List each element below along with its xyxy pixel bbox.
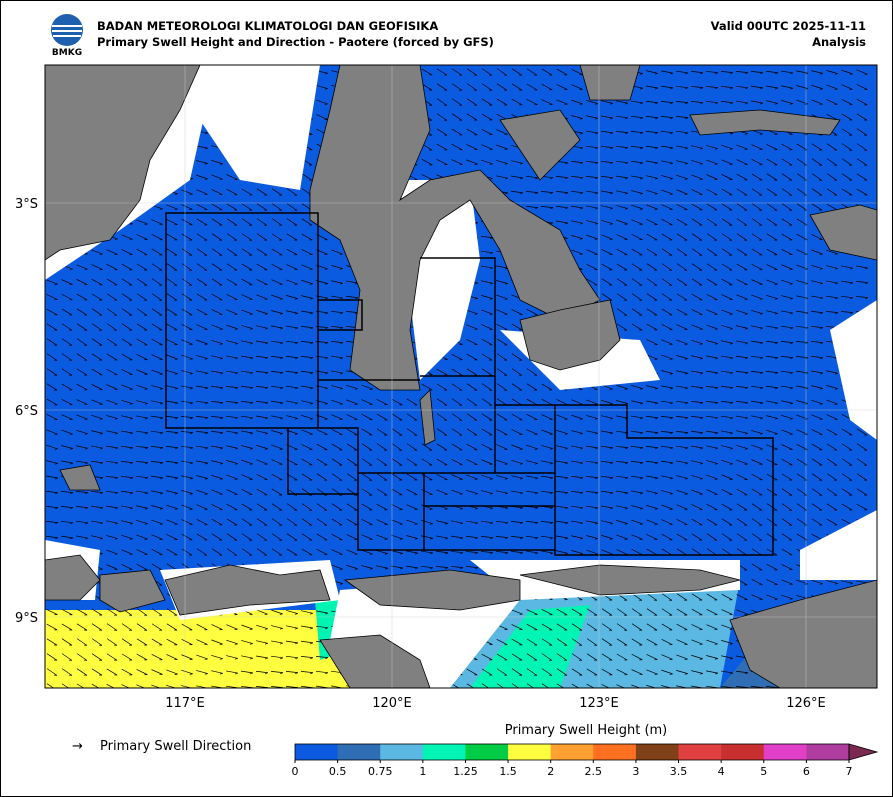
analysis-label: Analysis	[812, 35, 866, 49]
colorbar-tick-label: 1.5	[499, 765, 517, 778]
legend-label: Primary Swell Direction	[100, 739, 251, 754]
colorbar-tick-label: 2.5	[585, 765, 603, 778]
colorbar-tick-label: 6	[803, 765, 810, 778]
colorbar-bin	[806, 744, 850, 760]
colorbar-bin	[763, 744, 807, 760]
lat-label: 3°S	[15, 197, 38, 212]
lon-label: 117°E	[165, 696, 205, 711]
colorbar-bin	[721, 744, 765, 760]
colorbar-tick-label: 0	[292, 765, 299, 778]
axes: 3°S 6°S 9°S 117°E 120°E 123°E 126°E	[15, 197, 826, 711]
colorbar-bin	[635, 744, 680, 760]
colorbar-frame	[294, 743, 850, 761]
colorbar-tick-label: 1	[419, 765, 426, 778]
legend-symbol: →	[72, 739, 83, 754]
colorbar-bin	[465, 744, 509, 760]
land	[45, 65, 877, 688]
colorbar-tick-label: 4	[718, 765, 725, 778]
lon-label: 126°E	[786, 696, 826, 711]
graticule	[45, 65, 877, 688]
map-frame	[44, 64, 878, 689]
colorbar-bin	[422, 744, 466, 760]
lat-label: 9°S	[15, 611, 38, 626]
colorbar: 0 0.5 0.75 1 1.25 1.5 2 2.5 3 3.5 4 5 6 7	[292, 743, 879, 778]
colorbar-bin	[550, 744, 594, 760]
colorbar-bin	[678, 744, 722, 760]
lat-label: 6°S	[15, 404, 38, 419]
high-swell	[45, 610, 380, 688]
colorbar-title: Primary Swell Height (m)	[505, 723, 668, 738]
logo: BMKG	[51, 14, 83, 58]
subtitle: Primary Swell Height and Direction - Pao…	[97, 35, 494, 49]
valid-time: Valid 00UTC 2025-11-11	[711, 19, 866, 33]
zone-boxes	[165, 212, 774, 556]
colorbar-tick-label: 3.5	[670, 765, 688, 778]
colorbar-bin	[295, 744, 339, 760]
colorbar-tick-label: 3	[632, 765, 639, 778]
logo-text: BMKG	[52, 48, 82, 58]
colorbar-bin	[337, 744, 381, 760]
map	[45, 65, 877, 688]
colorbar-tick-label: 0.5	[329, 765, 347, 778]
title: BADAN METEOROLOGI KLIMATOLOGI DAN GEOFIS…	[97, 19, 438, 33]
lon-label: 120°E	[372, 696, 412, 711]
colorbar-bin	[508, 744, 552, 760]
lon-label: 123°E	[579, 696, 619, 711]
colorbar-tick-label: 2	[547, 765, 554, 778]
colorbar-tick-label: 5	[760, 765, 767, 778]
colorbar-tick-label: 0.75	[368, 765, 393, 778]
colorbar-tick-label: 1.25	[453, 765, 478, 778]
colorbar-tick-label: 7	[846, 765, 853, 778]
colorbar-bin	[593, 744, 637, 760]
colorbar-bin	[380, 744, 424, 760]
